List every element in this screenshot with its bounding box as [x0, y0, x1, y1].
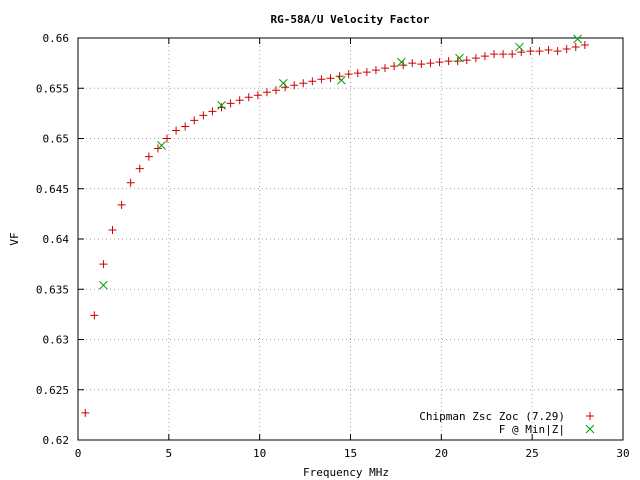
data-point-plus: [299, 79, 308, 88]
data-point-plus: [262, 88, 271, 97]
data-point-plus: [199, 111, 208, 120]
data-point-plus: [108, 225, 117, 234]
data-point-plus: [99, 260, 108, 269]
grid: [78, 38, 623, 440]
chart-title: RG-58A/U Velocity Factor: [271, 13, 430, 26]
x-tick-label: 25: [526, 447, 539, 460]
data-point-plus: [462, 56, 471, 65]
data-point-plus: [190, 116, 199, 125]
data-point-plus: [135, 164, 144, 173]
data-point-plus: [399, 61, 408, 70]
data-point-plus: [362, 68, 371, 77]
data-point-plus: [326, 74, 335, 83]
data-point-cross: [397, 57, 406, 67]
legend-marker-plus: [586, 412, 594, 420]
data-point-plus: [144, 152, 153, 161]
data-point-plus: [526, 47, 535, 56]
data-point-plus: [353, 69, 362, 78]
data-point-cross: [217, 100, 226, 110]
data-point-plus: [235, 96, 244, 105]
data-series: [81, 34, 589, 417]
y-tick-label: 0.625: [36, 384, 69, 397]
x-tick-label: 0: [75, 447, 82, 460]
data-point-plus: [208, 107, 217, 116]
data-point-plus: [253, 91, 262, 100]
y-tick-label: 0.645: [36, 183, 69, 196]
data-point-plus: [317, 75, 326, 84]
data-point-plus: [453, 57, 462, 66]
data-point-plus: [371, 66, 380, 75]
data-point-plus: [272, 86, 281, 95]
data-point-plus: [499, 50, 508, 59]
data-point-plus: [444, 57, 453, 66]
data-point-plus: [226, 99, 235, 108]
data-point-plus: [426, 59, 435, 68]
data-point-plus: [535, 47, 544, 56]
data-point-plus: [490, 50, 499, 59]
x-tick-label: 30: [616, 447, 629, 460]
data-point-plus: [390, 62, 399, 71]
data-point-plus: [308, 77, 317, 86]
y-tick-label: 0.655: [36, 82, 69, 95]
data-point-plus: [417, 60, 426, 69]
legend-marker-cross: [585, 424, 595, 434]
y-tick-label: 0.66: [43, 32, 70, 45]
data-point-plus: [508, 50, 517, 59]
data-point-cross: [157, 141, 166, 150]
y-tick-label: 0.63: [43, 334, 70, 347]
y-tick-label: 0.635: [36, 283, 69, 296]
data-point-plus: [471, 54, 480, 63]
data-point-plus: [90, 311, 99, 320]
data-point-plus: [381, 64, 390, 73]
series-f-min-z: [99, 34, 582, 290]
data-point-plus: [344, 70, 353, 79]
data-point-plus: [126, 178, 135, 187]
legend: Chipman Zsc Zoc (7.29) F @ Min|Z|: [419, 410, 595, 436]
data-point-cross: [515, 42, 524, 52]
y-tick-label: 0.64: [43, 233, 70, 246]
data-point-cross: [278, 78, 288, 88]
y-axis-label: VF: [8, 232, 21, 245]
x-tick-label: 10: [253, 447, 266, 460]
data-point-plus: [172, 126, 181, 135]
data-point-cross: [455, 53, 464, 63]
y-tick-label: 0.62: [43, 434, 70, 447]
data-point-plus: [562, 45, 571, 54]
legend-label-f-min-z: F @ Min|Z|: [499, 423, 565, 436]
data-point-plus: [163, 134, 172, 143]
x-tick-label: 15: [344, 447, 357, 460]
data-point-cross: [337, 75, 346, 85]
x-axis-label: Frequency MHz: [303, 466, 389, 479]
legend-markers: [585, 412, 595, 434]
data-point-cross: [99, 280, 108, 290]
y-tick-label: 0.65: [43, 133, 70, 146]
legend-label-chipman: Chipman Zsc Zoc (7.29): [419, 410, 565, 423]
data-point-plus: [571, 43, 580, 52]
data-point-plus: [181, 122, 190, 131]
data-point-plus: [81, 408, 90, 417]
data-point-plus: [544, 46, 553, 55]
data-point-plus: [580, 41, 589, 50]
data-point-plus: [435, 58, 444, 67]
data-point-plus: [553, 47, 562, 56]
data-point-plus: [290, 81, 299, 90]
x-tick-label: 20: [435, 447, 448, 460]
axis-ticks: 0.62 0.625 0.63 0.635 0.64 0.645 0.65 0.655 0.66…: [36, 32, 630, 460]
x-tick-label: 5: [166, 447, 173, 460]
data-point-plus: [480, 52, 489, 61]
data-point-plus: [244, 93, 253, 102]
data-point-cross: [573, 34, 582, 44]
data-point-plus: [408, 59, 417, 68]
data-point-plus: [117, 200, 126, 209]
